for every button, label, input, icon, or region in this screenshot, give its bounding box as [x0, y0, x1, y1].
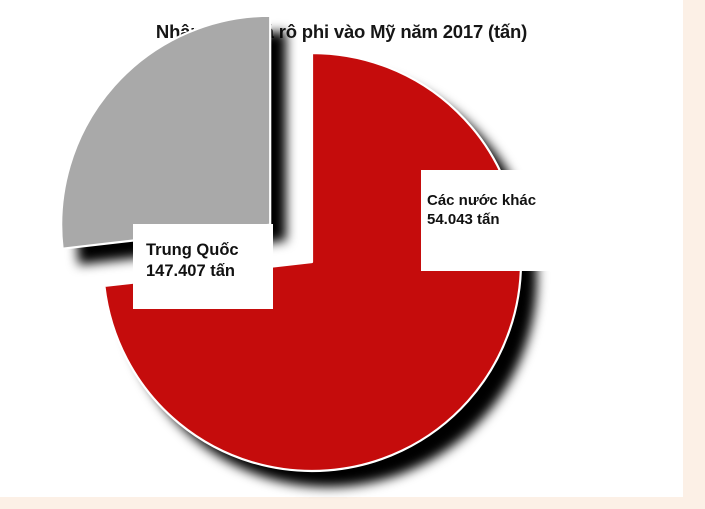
pie-slices-group: [60, 14, 523, 473]
data-label-others-name: Các nước khác: [427, 192, 537, 209]
page-edge-strip-bottom: [0, 497, 705, 509]
data-label-china-name: Trung Quốc: [146, 241, 239, 259]
data-label-others-value: 54.043 tấn: [427, 211, 500, 229]
page-edge-strip-right: [683, 0, 705, 509]
pie-slice-china[interactable]: [103, 51, 523, 473]
data-label-china-value: 147.407 tấn: [146, 261, 235, 280]
pie-slice-others[interactable]: [60, 14, 272, 250]
data-label-others: Các nước khác 54.043 tấn: [421, 170, 554, 271]
data-label-china: Trung Quốc 147.407 tấn: [133, 224, 273, 309]
